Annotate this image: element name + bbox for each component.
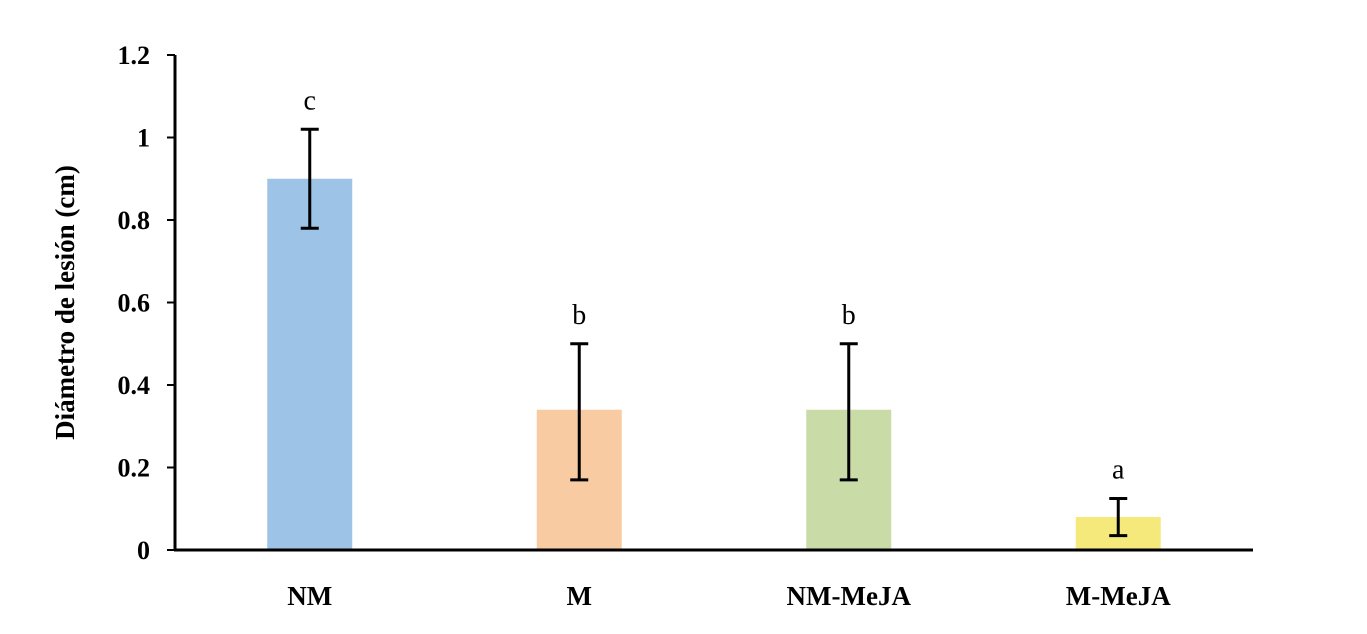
error-bar [570,342,589,482]
y-ticks-group: 0 0.2 0.4 0.6 0.8 1 1.2 [118,41,175,565]
y-tick-label: 0.8 [118,206,151,235]
error-bar [300,127,319,230]
y-tick-label: 0 [137,536,150,565]
y-axis-label: Diámetro de lesión (cm) [50,165,80,440]
y-tick-label: 0.2 [118,454,151,483]
significance-labels-group: c b b a [304,85,1126,485]
error-bars-group [300,127,1128,538]
significance-label: c [304,85,316,116]
x-category-label: M-MeJA [1066,581,1171,611]
error-bar [1109,496,1128,538]
significance-label: b [842,300,856,331]
x-category-label: NM-MeJA [787,581,912,611]
y-tick-label: 1 [137,124,150,153]
bar [267,178,353,550]
y-tick-label: 0.4 [118,371,151,400]
significance-label: a [1112,454,1125,485]
y-tick-label: 1.2 [118,41,151,70]
significance-label: b [572,300,586,331]
x-labels-group: NM M NM-MeJA M-MeJA [287,581,1171,611]
y-tick-label: 0.6 [118,289,151,318]
x-category-label: NM [287,581,332,611]
error-bar [839,342,858,482]
x-category-label: M [567,581,592,611]
bars-group [267,178,1161,550]
